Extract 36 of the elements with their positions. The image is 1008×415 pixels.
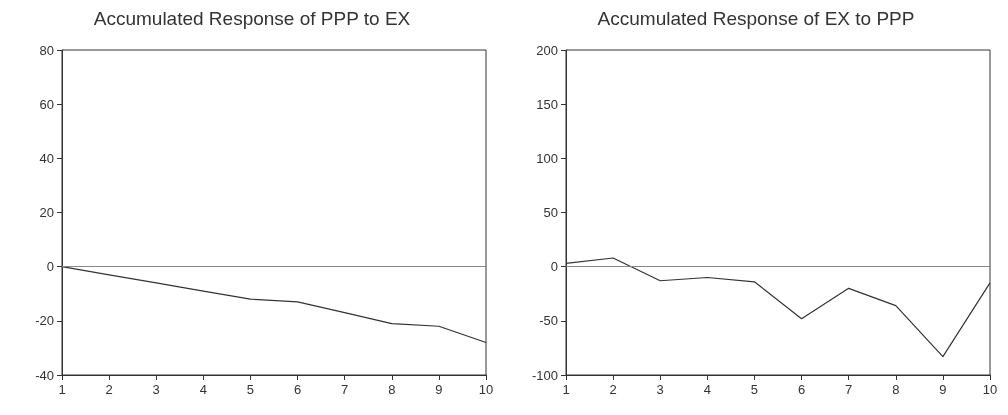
y-tick-label: 100	[536, 150, 558, 166]
chart-title: Accumulated Response of EX to PPP	[597, 8, 915, 29]
x-tick-label: 4	[199, 382, 207, 397]
x-tick-label: 7	[845, 382, 853, 397]
x-tick-label: 7	[341, 382, 349, 397]
x-tick-label: 4	[703, 382, 711, 397]
y-tick-label: 60	[39, 96, 54, 112]
y-tick-label: 0	[550, 259, 558, 275]
x-tick-label: 2	[609, 382, 617, 397]
x-tick-label: 5	[750, 382, 759, 397]
x-tick-label: 10	[478, 382, 494, 397]
y-tick-label: 150	[536, 96, 558, 112]
x-tick-label: 5	[246, 382, 255, 397]
x-tick-label: 1	[562, 382, 570, 397]
y-tick-label: -40	[35, 367, 54, 383]
y-tick-label: -50	[539, 313, 558, 329]
y-tick-label: 40	[39, 150, 54, 166]
x-tick-label: 3	[656, 382, 664, 397]
y-tick-label: 0	[46, 259, 54, 275]
x-tick-label: 10	[982, 382, 998, 397]
chart-title: Accumulated Response of PPP to EX	[93, 8, 411, 29]
x-tick-label: 2	[105, 382, 113, 397]
x-tick-label: 9	[435, 382, 443, 397]
y-tick-label: 20	[39, 205, 54, 220]
y-tick-label: 50	[543, 205, 558, 220]
x-tick-label: 3	[152, 382, 160, 397]
x-tick-label: 8	[892, 382, 900, 397]
x-tick-label: 6	[797, 382, 806, 397]
y-tick-label: 200	[536, 42, 558, 58]
x-tick-label: 8	[388, 382, 396, 397]
y-tick-label: -100	[531, 367, 558, 383]
x-tick-label: 6	[293, 382, 302, 397]
x-tick-label: 1	[58, 382, 66, 397]
x-tick-label: 9	[939, 382, 947, 397]
y-tick-label: 80	[39, 42, 54, 58]
y-tick-label: -20	[35, 313, 54, 329]
